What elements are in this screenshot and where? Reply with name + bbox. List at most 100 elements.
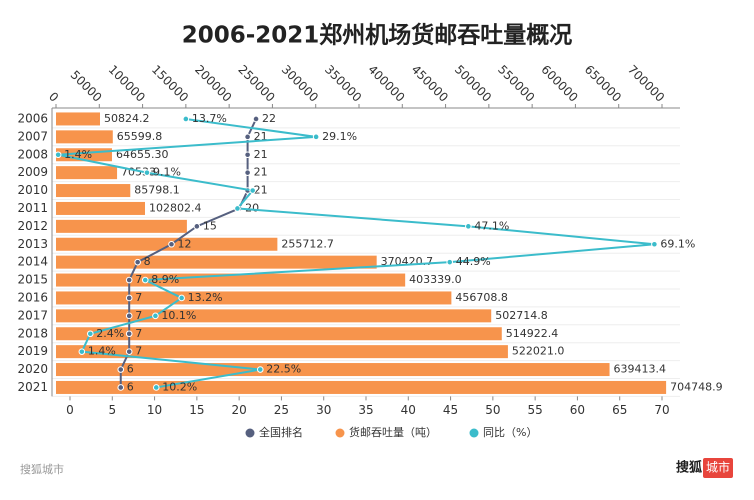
point-label: 69.1%: [660, 237, 695, 250]
point-label: 8: [144, 255, 151, 268]
point: [54, 151, 62, 159]
bar: [56, 219, 187, 233]
point: [125, 330, 133, 338]
point-label: 21: [254, 148, 268, 161]
x-tick-label: 30: [316, 403, 331, 417]
point: [86, 330, 94, 338]
line: [57, 117, 655, 389]
y-tick-label: 2012: [17, 219, 48, 233]
point: [141, 276, 149, 284]
x-tick-label: 60: [570, 403, 585, 417]
x2-tick-label: 600000: [538, 62, 580, 104]
legend-label: 货邮吞吐量（吨）: [349, 425, 437, 439]
point-label: 7: [135, 345, 142, 358]
legend-swatch: [245, 428, 255, 438]
bar-label: 50824.2: [104, 112, 150, 125]
x-tick-label: 5: [108, 403, 116, 417]
point-label: 2.4%: [96, 327, 124, 340]
bar: [56, 327, 502, 341]
bar: [56, 237, 278, 251]
point: [178, 294, 185, 302]
point: [244, 133, 251, 141]
point: [78, 348, 86, 355]
logo-box: [703, 458, 733, 478]
point: [234, 205, 241, 212]
point: [168, 240, 175, 248]
point: [252, 115, 260, 123]
footer-source: 搜狐城市: [20, 462, 64, 476]
point: [256, 366, 264, 373]
point-label: 21: [254, 184, 268, 197]
point: [125, 312, 133, 320]
y-tick-label: 2013: [17, 237, 48, 251]
bar: [56, 363, 610, 377]
y-tick-label: 2018: [17, 326, 48, 340]
point-label: 13.2%: [188, 291, 223, 304]
point: [446, 258, 454, 266]
x2-tick-label: 100000: [106, 62, 148, 104]
legend-swatch: [335, 428, 345, 438]
point-label: 47.1%: [474, 219, 509, 232]
bar-label: 403339.0: [409, 273, 462, 286]
point: [193, 223, 201, 230]
bar: [56, 184, 131, 198]
bar: [56, 130, 113, 144]
point-label: 20: [245, 201, 259, 214]
y-tick-label: 2009: [17, 165, 48, 179]
point: [125, 348, 133, 355]
x2-tick-label: 350000: [322, 62, 364, 104]
point: [143, 169, 151, 176]
point: [249, 187, 256, 194]
y-tick-label: 2007: [17, 129, 48, 143]
footer-logo: 搜狐: [676, 460, 702, 476]
y-tick-label: 2019: [17, 344, 48, 358]
bar-label: 102802.4: [149, 201, 202, 214]
bar: [56, 112, 100, 126]
y-tick-label: 2010: [17, 183, 48, 197]
point-label: 29.1%: [322, 130, 357, 143]
bar: [56, 201, 145, 215]
point: [117, 384, 125, 391]
x2-tick-label: 700000: [625, 62, 667, 104]
x2-tick-label: 650000: [582, 62, 624, 104]
bar-label: 704748.9: [670, 380, 723, 393]
x2-tick-label: 50000: [68, 68, 105, 105]
point-label: 12: [177, 237, 191, 250]
x-tick-label: 55: [528, 403, 543, 417]
x-tick-label: 50: [485, 403, 500, 417]
x2-tick-label: 0: [46, 89, 61, 104]
x-tick-label: 15: [189, 403, 204, 417]
legend-label: 同比（%）: [483, 426, 537, 439]
x2-tick-label: 150000: [149, 62, 191, 104]
line: [119, 118, 257, 388]
bar-label: 639413.4: [614, 363, 667, 376]
point-label: 21: [254, 166, 268, 179]
point-label: 10.1%: [161, 309, 196, 322]
x2-tick-label: 300000: [279, 62, 321, 104]
point-label: 22: [262, 112, 276, 125]
bar-label: 502714.8: [495, 309, 548, 322]
point-label: 7: [135, 309, 142, 322]
point-label: 44.9%: [456, 255, 491, 268]
y-tick-label: 2008: [17, 147, 48, 161]
y-tick-label: 2011: [17, 201, 48, 215]
x2-tick-label: 550000: [495, 62, 537, 104]
footer-logo: 城市: [706, 460, 730, 475]
bar: [56, 309, 492, 323]
bar-label: 456708.8: [455, 291, 508, 304]
point: [134, 258, 141, 266]
bar: [56, 291, 452, 305]
x-tick-label: 35: [358, 403, 373, 417]
point-label: 7: [135, 327, 142, 340]
point-label: 8.9%: [151, 273, 179, 286]
bar-label: 65599.8: [117, 130, 162, 143]
point: [312, 133, 320, 141]
bar-label: 522021.0: [512, 345, 564, 358]
point: [651, 240, 658, 248]
y-tick-label: 2021: [17, 380, 48, 394]
point: [125, 294, 133, 302]
y-tick-label: 2014: [17, 255, 48, 269]
chart-title: 2006-2021郑州机场货邮吞吐量概况: [182, 22, 573, 49]
point-label: 13.7%: [192, 112, 227, 125]
